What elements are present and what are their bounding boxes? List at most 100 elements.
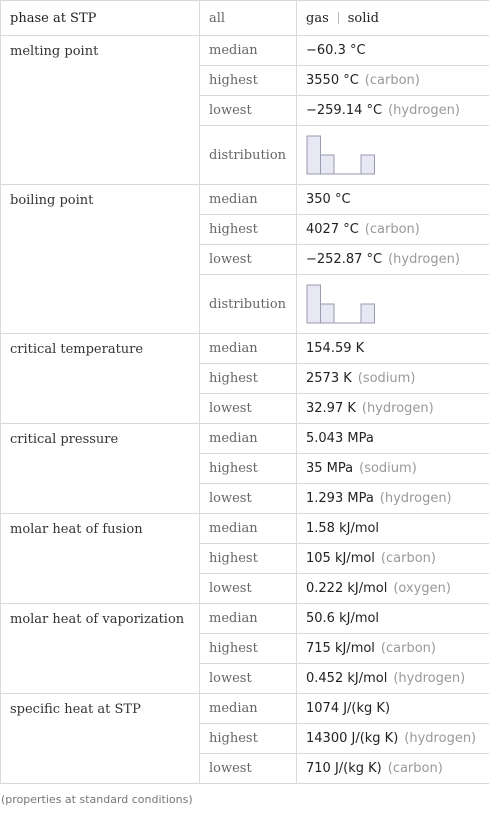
statistic: distribution [199,125,297,185]
value: −259.14 °C [306,103,383,118]
note: (carbon) [380,641,436,656]
value-cell: 154.59 K [296,333,489,364]
histogram [306,135,375,175]
value-cell: −60.3 °C [296,35,489,66]
value-cell: 5.043 MPa [296,423,489,454]
value-cell: 1074 J/(kg K) [296,693,489,724]
row: highest 2573 K (sodium) [1,363,489,394]
row: specific heat at STP median 1074 J/(kg K) [0,693,489,784]
property-name: critical pressure [0,423,200,514]
value: 710 J/(kg K) [306,761,382,776]
value-cell: 710 J/(kg K) (carbon) [296,753,489,784]
statistic: median [199,423,297,454]
value-cell: 3550 °C (carbon) [296,65,489,96]
row: highest 14300 J/(kg K) (hydrogen) [1,723,489,754]
property-name: critical temperature [0,333,200,424]
row: lowest −259.14 °C (hydrogen) [1,95,489,126]
value: 1.293 MPa [306,491,374,506]
row: highest 105 kJ/mol (carbon) [1,543,489,574]
statistic: lowest [199,663,297,694]
separator [337,12,339,24]
value-cell: 715 kJ/mol (carbon) [296,633,489,664]
header-cell: all [199,0,297,36]
value-cell: 1.293 MPa (hydrogen) [296,483,489,514]
value: 32.97 K [306,401,356,416]
statistic: highest [199,633,297,664]
value-cell: −259.14 °C (hydrogen) [296,95,489,126]
value-cell: 32.97 K (hydrogen) [296,393,489,424]
value: 50.6 kJ/mol [306,611,380,626]
value-cell: 0.452 kJ/mol (hydrogen) [296,663,489,694]
row: molar heat of fusion median 1.58 kJ/mol [0,513,489,604]
property-table: phase at STP all gas solid melting point m… [0,0,489,784]
row: lowest 1.293 MPa (hydrogen) [1,483,489,514]
value: −60.3 °C [306,43,366,58]
property-name: melting point [0,35,200,185]
value: 14300 J/(kg K) [306,731,399,746]
row: melting point median −60.3 °C [0,35,489,185]
table-body: phase at STP all gas solid melting point m… [0,0,489,784]
row: boiling point median 350 °C [0,184,489,334]
value: −252.87 °C [306,252,383,267]
statistic: median [199,184,297,215]
histogram-bar [320,303,335,324]
statistic: median [199,35,297,66]
statistic: lowest [199,393,297,424]
value: 715 kJ/mol [306,641,375,656]
statistic: lowest [199,753,297,784]
value-cell: 350 °C [296,184,489,215]
value-cell: 1.58 kJ/mol [296,513,489,544]
value: 35 MPa [306,461,354,476]
note: (carbon) [364,222,420,237]
row: lowest 0.222 kJ/mol (oxygen) [1,573,489,604]
value: 2573 K [306,371,352,386]
statistic: highest [199,65,297,96]
row: molar heat of vaporization median 50.6 kJ/… [0,603,489,694]
note: (hydrogen) [361,401,434,416]
statistic: highest [199,363,297,394]
histogram-bar [360,303,375,324]
row: highest 3550 °C (carbon) [1,65,489,96]
statistic: median [199,333,297,364]
row: lowest 710 J/(kg K) (carbon) [1,753,489,784]
value: 350 °C [306,192,351,207]
value-cell: 50.6 kJ/mol [296,603,489,634]
row: highest 715 kJ/mol (carbon) [1,633,489,664]
header-cell: phase at STP [0,0,200,36]
value: 4027 °C [306,222,359,237]
value: 1074 J/(kg K) [306,701,391,716]
header-row: phase at STP all gas solid [0,0,489,36]
property-name: specific heat at STP [0,693,200,784]
note: (carbon) [380,551,436,566]
statistic: median [199,693,297,724]
note: (carbon) [387,761,443,776]
row: critical pressure median 5.043 MPa [0,423,489,514]
phase: gas [306,10,329,26]
note: (hydrogen) [388,103,460,118]
statistic: lowest [199,244,297,275]
note: (hydrogen) [379,491,452,506]
row: lowest 32.97 K (hydrogen) [1,393,489,424]
histogram-bar [306,135,321,175]
property-name: molar heat of fusion [0,513,200,604]
value-cell: 2573 K (sodium) [296,363,489,394]
value-cell: 35 MPa (sodium) [296,453,489,484]
note: (carbon) [364,73,420,88]
note: (hydrogen) [388,252,460,267]
note: (hydrogen) [393,671,466,686]
value: 105 kJ/mol [306,551,375,566]
histogram-bar [306,284,321,324]
note: (hydrogen) [404,731,477,746]
property-name: molar heat of vaporization [0,603,200,694]
footnote: (properties at standard conditions) [1,793,193,806]
statistic: distribution [199,274,297,334]
statistic: lowest [199,95,297,126]
statistic: median [199,603,297,634]
row: highest 4027 °C (carbon) [1,214,489,245]
histogram-bar [320,154,335,175]
statistic: highest [199,214,297,245]
note: (sodium) [357,371,416,386]
statistic: highest [199,453,297,484]
value-cell: −252.87 °C (hydrogen) [296,244,489,275]
